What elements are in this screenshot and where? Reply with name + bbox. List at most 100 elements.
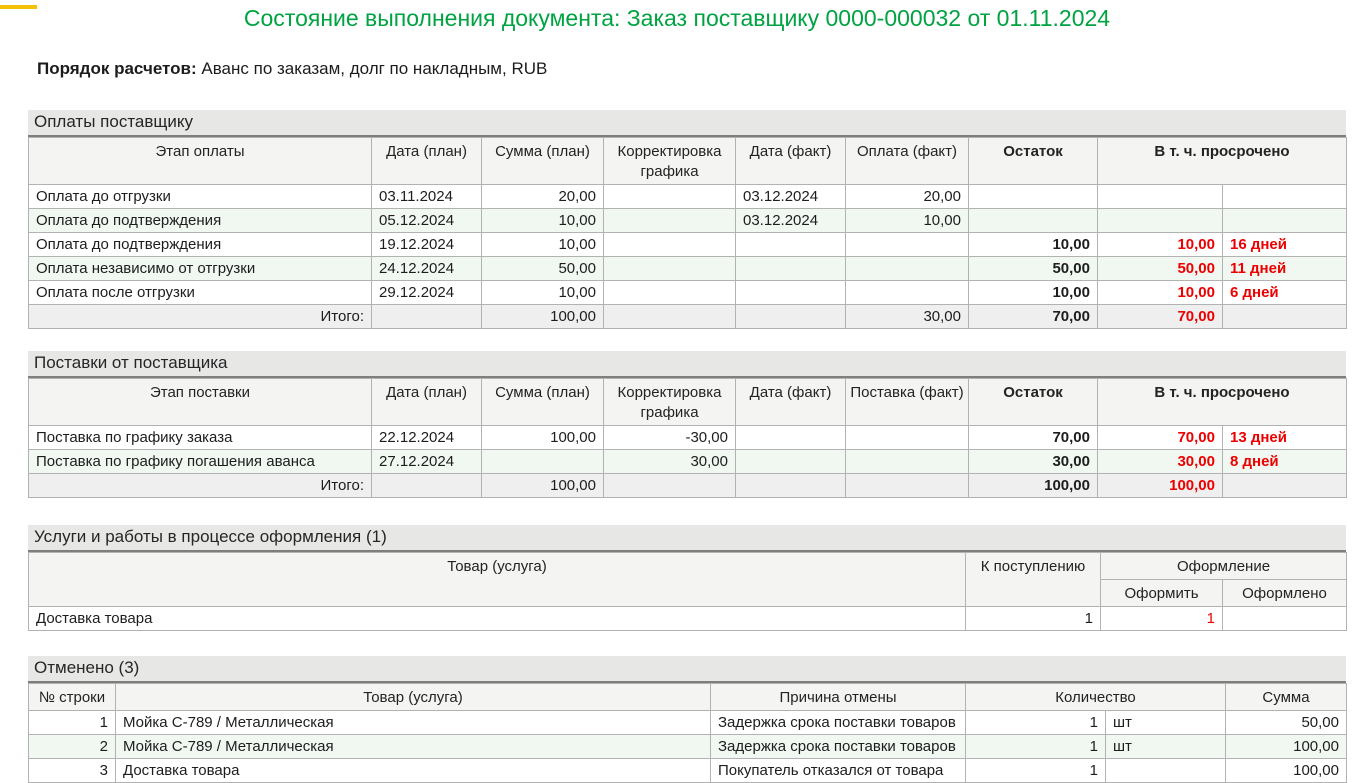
report-body: Оплаты поставщику Этап оплаты Дата (план… xyxy=(28,110,1348,783)
cell-product: Мойка С-789 / Металлическая xyxy=(115,734,711,759)
cell-rest xyxy=(968,208,1098,233)
table-row: 2 Мойка С-789 / Металлическая Задержка с… xyxy=(28,734,1347,759)
table-row: 3 Доставка товара Покупатель отказался о… xyxy=(28,758,1347,783)
col-header-correction: Корректировка графика xyxy=(603,137,736,185)
deliveries-table: Этап поставки Дата (план) Сумма (план) К… xyxy=(28,378,1348,498)
col-header-rest: Остаток xyxy=(968,378,1098,426)
col-header-date-plan: Дата (план) xyxy=(371,137,482,185)
table-row: Оплата до подтверждения 19.12.2024 10,00… xyxy=(28,232,1348,257)
cell-sum-plan: 20,00 xyxy=(481,184,604,209)
cell-date-fact: 03.12.2024 xyxy=(735,184,846,209)
cell-correction: 30,00 xyxy=(603,449,736,474)
total-overdue: 70,00 xyxy=(1097,304,1223,329)
payment-terms-line: Порядок расчетов: Аванс по заказам, долг… xyxy=(37,59,1354,79)
table-row: Поставка по графику заказа 22.12.2024 10… xyxy=(28,425,1348,450)
cell-overdue xyxy=(1097,184,1223,209)
deliveries-header-row: Этап поставки Дата (план) Сумма (план) К… xyxy=(28,378,1348,426)
services-section-title: Услуги и работы в процессе оформления (1… xyxy=(28,525,1346,552)
col-header-stage: Этап оплаты xyxy=(28,137,372,185)
cell-qty: 1 xyxy=(965,710,1106,735)
cell-reason: Задержка срока поставки товаров xyxy=(710,710,966,735)
payments-table: Этап оплаты Дата (план) Сумма (план) Кор… xyxy=(28,137,1348,329)
col-header-processed: Оформлено xyxy=(1221,579,1348,607)
cell-stage: Оплата независимо от отгрузки xyxy=(28,256,372,281)
cell-pay-fact xyxy=(845,280,969,305)
cell-sum-plan: 10,00 xyxy=(481,280,604,305)
total-rest: 100,00 xyxy=(968,473,1098,498)
cell-overdue: 30,00 xyxy=(1097,449,1223,474)
col-header-sum: Сумма xyxy=(1225,683,1347,711)
cell-correction xyxy=(603,304,736,329)
cell-date-plan: 05.12.2024 xyxy=(371,208,482,233)
col-header-product: Товар (услуга) xyxy=(28,552,966,607)
cell-delivery-fact xyxy=(845,425,969,450)
cell-stage: Оплата до подтверждения xyxy=(28,208,372,233)
cell-unit: шт xyxy=(1105,710,1226,735)
cell-date-fact xyxy=(735,280,846,305)
cell-unit: шт xyxy=(1105,734,1226,759)
cell-overdue-days xyxy=(1221,304,1348,329)
cell-sum-plan xyxy=(481,449,604,474)
col-header-rest: Остаток xyxy=(968,137,1098,185)
deliveries-section: Поставки от поставщика Этап поставки Дат… xyxy=(28,351,1348,498)
cell-sum: 100,00 xyxy=(1225,734,1347,759)
cell-overdue-days xyxy=(1221,473,1348,498)
table-row: Оплата независимо от отгрузки 24.12.2024… xyxy=(28,256,1348,281)
cell-product: Доставка товара xyxy=(115,758,711,783)
cell-stage: Оплата до подтверждения xyxy=(28,232,372,257)
cell-stage: Оплата до отгрузки xyxy=(28,184,372,209)
accent-marker xyxy=(0,5,37,9)
cell-qty: 1 xyxy=(965,758,1106,783)
col-header-product: Товар (услуга) xyxy=(115,683,711,711)
cell-correction xyxy=(603,232,736,257)
col-header-date-plan: Дата (план) xyxy=(371,378,482,426)
cell-rest: 30,00 xyxy=(968,449,1098,474)
cell-line-no: 2 xyxy=(28,734,116,759)
cell-date-fact xyxy=(735,449,846,474)
cell-overdue: 10,00 xyxy=(1097,280,1223,305)
total-label: Итого: xyxy=(28,473,372,498)
cell-date-plan: 27.12.2024 xyxy=(371,449,482,474)
cell-overdue-days: 13 дней xyxy=(1221,425,1348,450)
total-sum-plan: 100,00 xyxy=(481,304,604,329)
services-header-row: Товар (услуга) К поступлению Оформление xyxy=(28,552,1348,607)
cell-product: Доставка товара xyxy=(28,606,966,631)
cell-to-process: 1 xyxy=(1100,606,1223,631)
cell-delivery-fact xyxy=(845,449,969,474)
page-title: Состояние выполнения документа: Заказ по… xyxy=(243,5,1111,31)
cell-date-fact xyxy=(735,473,846,498)
col-header-delivery-fact: Поставка (факт) xyxy=(845,378,969,426)
cell-sum-plan: 10,00 xyxy=(481,208,604,233)
cell-date-plan xyxy=(371,473,482,498)
col-header-correction: Корректировка графика xyxy=(603,378,736,426)
cell-rest: 10,00 xyxy=(968,280,1098,305)
cell-pay-fact xyxy=(845,256,969,281)
cell-date-plan: 19.12.2024 xyxy=(371,232,482,257)
services-subheader-row: Оформить Оформлено xyxy=(29,579,1348,607)
cell-qty: 1 xyxy=(965,734,1106,759)
deliveries-total-row: Итого: 100,00 100,00 100,00 xyxy=(28,473,1348,498)
cell-rest xyxy=(968,184,1098,209)
cell-sum-plan: 50,00 xyxy=(481,256,604,281)
cell-stage: Поставка по графику заказа xyxy=(28,425,372,450)
cell-pay-fact: 10,00 xyxy=(845,208,969,233)
cell-product: Мойка С-789 / Металлическая xyxy=(115,710,711,735)
col-header-overdue: В т. ч. просрочено xyxy=(1096,378,1348,426)
cancelled-table: № строки Товар (услуга) Причина отмены К… xyxy=(28,683,1347,783)
services-section: Услуги и работы в процессе оформления (1… xyxy=(28,525,1348,631)
cell-delivery-fact xyxy=(845,473,969,498)
cell-date-plan: 03.11.2024 xyxy=(371,184,482,209)
table-row: Оплата до отгрузки 03.11.2024 20,00 03.1… xyxy=(28,184,1348,209)
cell-overdue: 10,00 xyxy=(1097,232,1223,257)
cell-date-fact xyxy=(735,256,846,281)
cell-overdue: 50,00 xyxy=(1097,256,1223,281)
cell-date-plan xyxy=(371,304,482,329)
cell-sum: 50,00 xyxy=(1225,710,1347,735)
cell-overdue-days: 11 дней xyxy=(1221,256,1348,281)
cell-overdue-days xyxy=(1221,208,1348,233)
cell-to-receive: 1 xyxy=(965,606,1101,631)
col-header-date-fact: Дата (факт) xyxy=(735,137,846,185)
cancelled-section: Отменено (3) № строки Товар (услуга) При… xyxy=(28,656,1347,783)
cell-pay-fact xyxy=(845,232,969,257)
services-table: Товар (услуга) К поступлению Оформление … xyxy=(28,552,1348,631)
